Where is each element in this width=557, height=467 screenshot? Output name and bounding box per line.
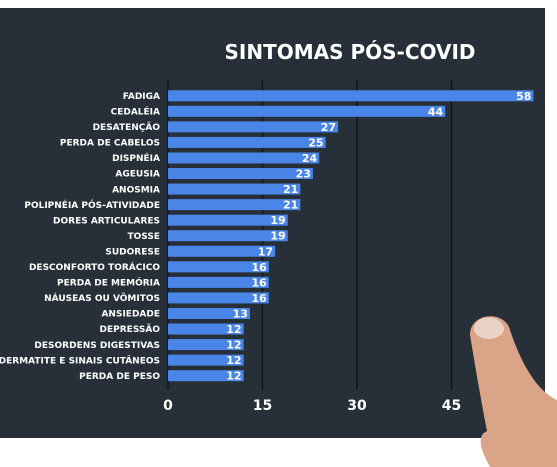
value-label: 12 [226, 323, 241, 336]
category-label: SUDORESE [105, 247, 160, 257]
value-label: 17 [258, 245, 273, 258]
chart-title: SINTOMAS PÓS-COVID [224, 40, 475, 64]
category-label: DESCONFORTO TORÁCICO [29, 261, 160, 273]
bar [168, 183, 301, 195]
bar [168, 152, 320, 164]
category-label: DORES ARTICULARES [53, 216, 160, 226]
value-label: 23 [296, 168, 311, 181]
value-label: 25 [308, 136, 323, 149]
bar [168, 370, 244, 382]
bar [168, 339, 244, 351]
bar [168, 230, 288, 242]
value-label: 44 [428, 105, 444, 118]
category-label: DISPNÉIA [112, 152, 160, 164]
x-tick-label: 0 [163, 398, 173, 414]
bar [168, 323, 244, 335]
x-tick-label: 30 [347, 398, 367, 414]
thumb [480, 429, 520, 467]
x-axis-ticks: 0 15 30 45 [163, 398, 461, 414]
category-label: NÁUSEAS OU VÔMITOS [44, 292, 160, 304]
chart-card: FADIGA CEDALÉIA DESATENÇÃO PERDA DE CABELOS… [0, 8, 545, 438]
bar [168, 307, 250, 319]
category-label: TOSSE [128, 232, 161, 242]
category-label: DEPRESSÃO [100, 324, 161, 335]
bar [168, 292, 269, 304]
category-label: DERMATITE E SINAIS CUTÂNEOS [0, 354, 160, 366]
bar [168, 214, 288, 226]
bar [168, 276, 269, 288]
category-label: DESORDENS DIGESTIVAS [34, 341, 160, 351]
category-label: PERDA DE PESO [79, 372, 160, 382]
category-label: ANSIEDADE [101, 310, 160, 320]
category-label: POLIPNÉIA PÓS-ATIVIDADE [24, 199, 160, 211]
category-label: ANOSMIA [112, 185, 160, 195]
bar [168, 121, 339, 133]
bar [168, 199, 301, 211]
value-label: 12 [226, 370, 241, 383]
bar [168, 168, 313, 180]
category-labels: FADIGA CEDALÉIA DESATENÇÃO PERDA DE CABELOS… [0, 92, 160, 382]
value-label: 19 [270, 214, 285, 227]
value-label: 16 [251, 292, 267, 305]
value-label: 16 [251, 276, 267, 289]
fingernail [474, 317, 505, 339]
value-label: 21 [283, 199, 298, 212]
value-label: 12 [226, 354, 241, 367]
value-label: 21 [283, 183, 298, 196]
category-label: PERDA DE MEMÓRIA [57, 277, 160, 289]
value-label: 24 [302, 152, 318, 165]
category-label: FADIGA [123, 92, 160, 102]
bar-chart: FADIGA CEDALÉIA DESATENÇÃO PERDA DE CABELOS… [0, 40, 534, 414]
bar [168, 105, 446, 117]
value-label: 16 [251, 261, 267, 274]
category-label: AGEUSIA [115, 170, 160, 180]
x-tick-label: 15 [253, 398, 272, 414]
x-tick-label: 45 [442, 398, 461, 414]
bar [168, 354, 244, 366]
value-label: 12 [226, 339, 241, 352]
value-label: 27 [321, 121, 336, 134]
bar [168, 261, 269, 273]
value-label: 13 [233, 307, 248, 320]
pointing-finger [470, 316, 557, 467]
value-label: 58 [516, 90, 531, 103]
category-label: DESATENÇÃO [93, 122, 161, 133]
bar [168, 90, 534, 102]
bar [168, 136, 326, 148]
category-label: PERDA DE CABELOS [60, 139, 160, 149]
category-label: CEDALÉIA [111, 106, 160, 118]
bar [168, 245, 276, 257]
value-label: 19 [270, 230, 285, 243]
bars [168, 90, 534, 382]
